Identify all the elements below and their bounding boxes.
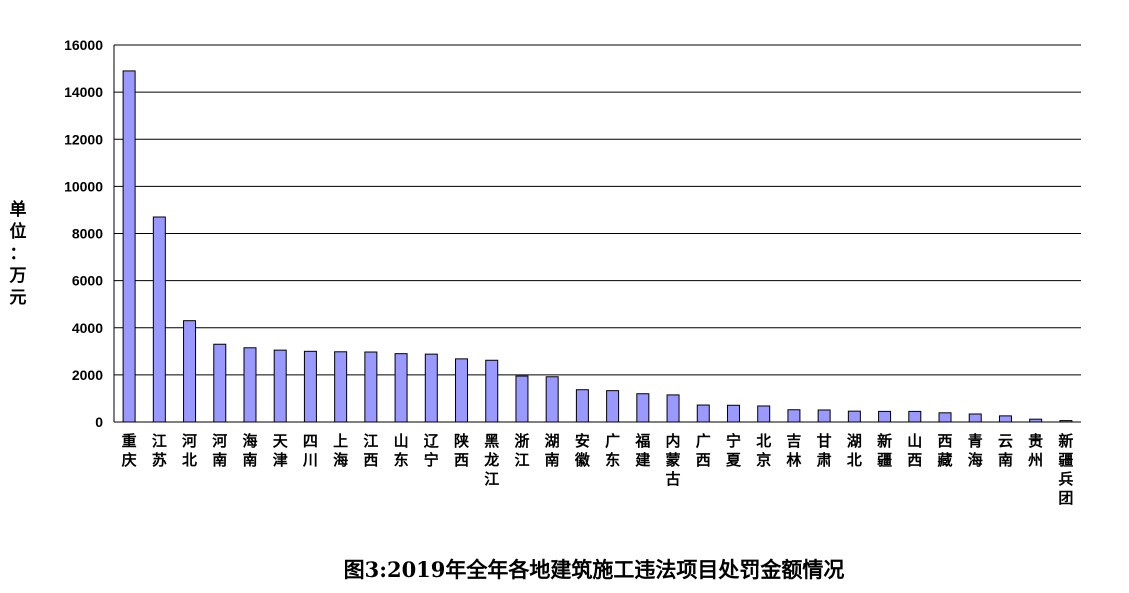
bar xyxy=(696,404,710,423)
x-axis-category-labels: 重庆江苏河北河南海南天津四川上海江西山东辽宁陕西黑龙江浙江湖南安徽广东福建内蒙古… xyxy=(122,432,1074,507)
x-category-label: 湖北 xyxy=(847,432,862,469)
x-category-label: 四川 xyxy=(302,432,318,469)
x-category-label: 陕西 xyxy=(454,432,469,469)
bar xyxy=(575,389,589,423)
x-category-label: 新疆兵团 xyxy=(1058,432,1073,507)
x-category-label: 黑龙江 xyxy=(483,432,499,488)
bar xyxy=(485,359,499,423)
bar xyxy=(122,70,136,423)
x-category-label: 福建 xyxy=(634,432,651,469)
x-category-label: 安徽 xyxy=(574,432,591,469)
y-tick-label: 14000 xyxy=(64,84,103,100)
bar xyxy=(606,390,620,423)
bar xyxy=(545,376,559,423)
x-category-label: 宁夏 xyxy=(725,432,742,469)
bar xyxy=(515,375,529,423)
y-tick-label: 8000 xyxy=(72,226,103,242)
x-category-label: 西藏 xyxy=(938,432,953,469)
y-tick-label: 12000 xyxy=(64,131,103,147)
x-category-label: 海南 xyxy=(242,432,257,469)
bar xyxy=(938,412,952,423)
y-tick-label: 0 xyxy=(95,414,103,430)
axes xyxy=(113,45,1081,423)
x-category-label: 上海 xyxy=(333,432,348,469)
x-category-label: 广东 xyxy=(605,432,620,469)
bar xyxy=(726,404,740,423)
x-category-label: 江西 xyxy=(363,432,378,469)
x-category-label: 河南 xyxy=(212,432,227,469)
bar xyxy=(183,320,197,423)
x-category-label: 新疆 xyxy=(877,432,892,469)
y-tick-label: 4000 xyxy=(72,320,103,336)
bar xyxy=(152,216,166,423)
bar xyxy=(243,347,257,423)
bar xyxy=(998,415,1012,423)
x-category-label: 辽宁 xyxy=(424,432,439,469)
x-category-label: 广西 xyxy=(696,432,711,469)
gridlines xyxy=(114,44,1081,376)
x-category-label: 青海 xyxy=(968,432,983,469)
bar xyxy=(455,358,469,423)
y-tick-label: 2000 xyxy=(72,367,103,383)
x-category-label: 内蒙古 xyxy=(666,432,681,488)
bar xyxy=(968,413,982,423)
bar xyxy=(334,351,348,423)
bar xyxy=(394,353,408,423)
bar xyxy=(636,393,650,423)
bar xyxy=(303,350,317,423)
x-category-label: 吉林 xyxy=(786,432,802,469)
bar xyxy=(273,349,287,423)
bar xyxy=(787,409,801,423)
x-category-label: 天津 xyxy=(273,432,289,469)
y-tick-label: 16000 xyxy=(64,37,103,53)
bar xyxy=(847,410,861,423)
bar xyxy=(666,394,680,423)
x-category-label: 湖南 xyxy=(545,432,560,469)
x-category-label: 贵州 xyxy=(1027,432,1043,469)
y-axis-tick-labels: 0 2000 4000 6000 8000 10000 12000 14000 16000 xyxy=(64,37,103,430)
bars xyxy=(122,70,1073,423)
bar xyxy=(757,405,771,423)
x-category-label: 重庆 xyxy=(122,432,137,469)
bar xyxy=(878,410,892,423)
x-category-label: 浙江 xyxy=(514,432,529,469)
bar xyxy=(908,410,922,423)
x-category-label: 云南 xyxy=(998,432,1013,469)
bar xyxy=(364,351,378,423)
bar xyxy=(817,409,831,423)
x-category-label: 北京 xyxy=(756,432,771,469)
y-tick-label: 10000 xyxy=(64,178,103,194)
bar xyxy=(213,343,227,423)
x-category-label: 河北 xyxy=(182,432,197,469)
x-category-label: 山西 xyxy=(907,432,922,469)
y-tick-label: 6000 xyxy=(72,273,103,289)
x-category-label: 甘肃 xyxy=(817,432,832,469)
chart-title: 图3:2019年全年各地建筑施工违法项目处罚金额情况 xyxy=(344,557,845,582)
y-axis-label: 单位：万元 xyxy=(9,199,27,308)
bar xyxy=(424,353,438,423)
x-category-label: 山东 xyxy=(394,432,409,469)
x-category-label: 江苏 xyxy=(152,432,167,469)
